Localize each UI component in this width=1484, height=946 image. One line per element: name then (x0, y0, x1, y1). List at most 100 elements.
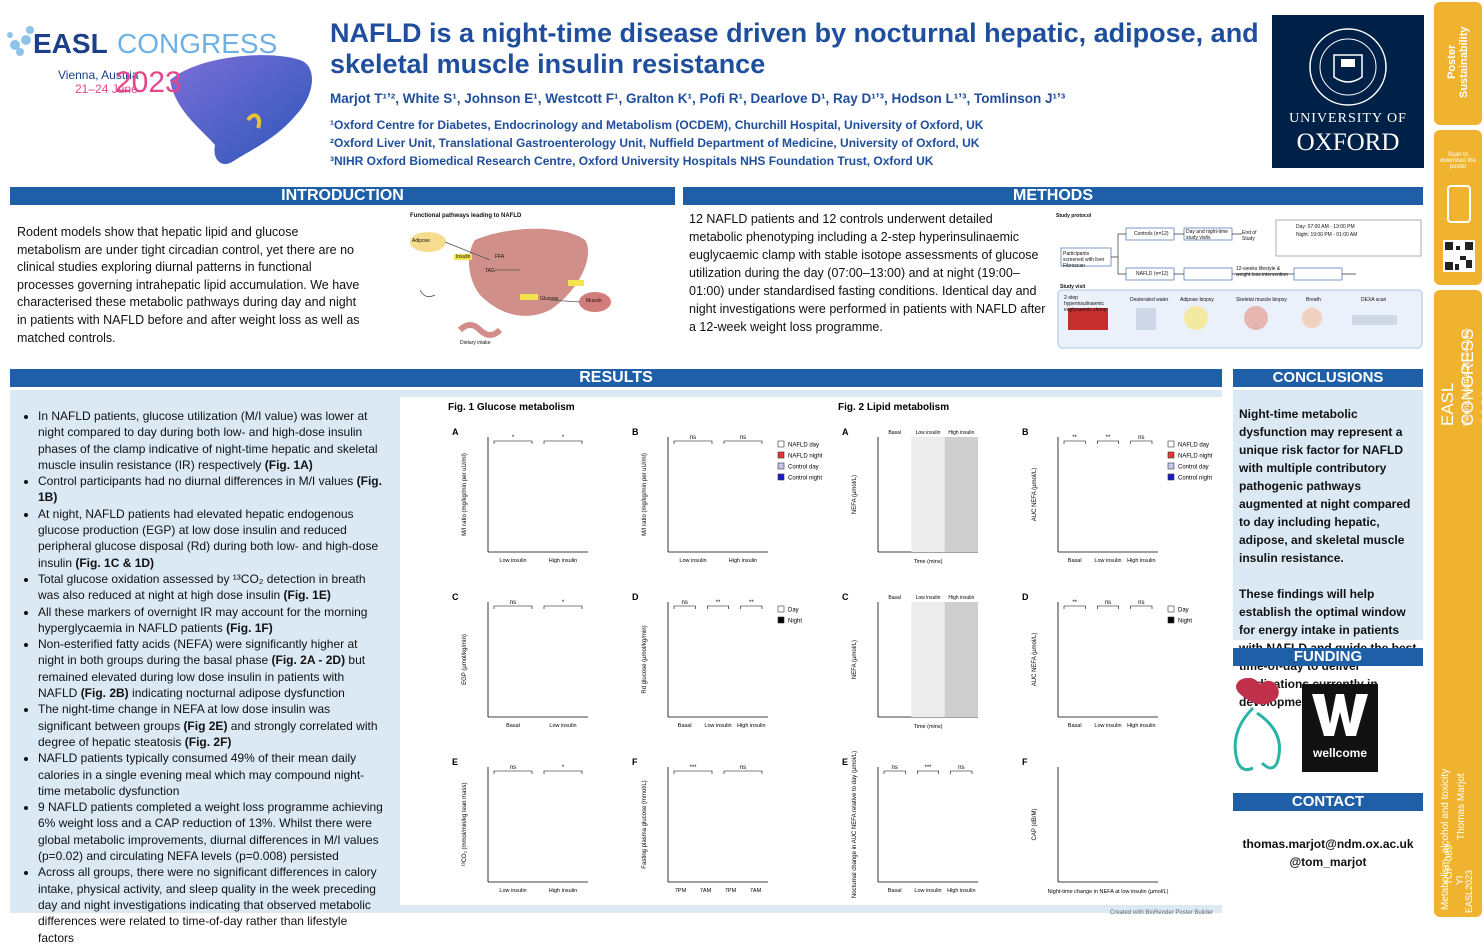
diagram-label: 2-step hyperinsulinaemic euglycaemic cla… (1064, 295, 1107, 313)
conclusions-box (1233, 390, 1423, 640)
panel-letter: A (842, 427, 849, 437)
x-axis-title: Time (mins) (914, 724, 943, 730)
bullet: Non-esterified fatty acids (NEFA) were s… (38, 636, 384, 701)
sig-bracket (1097, 605, 1119, 609)
bullet-text: In NAFLD patients, glucose utilization (… (38, 409, 378, 472)
sig-bracket (1130, 440, 1153, 444)
paragraph: Night-time metabolic dysfunction may rep… (1239, 407, 1411, 565)
phase-band (911, 602, 945, 717)
x-axis-title: Night-time change in NEFA at low insulin… (1048, 889, 1169, 895)
sig-label: ns (891, 765, 897, 771)
legend-swatch (1167, 605, 1175, 613)
diagram-label: End of Study (1242, 230, 1257, 242)
title: NAFLD is a night-time disease driven by … (330, 18, 1259, 79)
wellcome-text: wellcome (1312, 746, 1368, 760)
y-axis-label: M/I ratio (mg/kg/min per uU/ml) (642, 453, 648, 536)
bullet-text: Control participants had no diurnal diff… (38, 474, 357, 489)
x-axis-title: Time (mins) (914, 559, 943, 565)
bullet-list: In NAFLD patients, glucose utilization (… (22, 408, 384, 946)
x-tick-label: High insulin (1127, 723, 1155, 729)
legend-label: Control night (1178, 476, 1212, 482)
x-tick-label: Low insulin (499, 558, 526, 564)
x-tick-label: Low insulin (549, 723, 576, 729)
diagram-label: Adipose (412, 238, 431, 244)
sustainability: Poster Sustainability (1446, 26, 1470, 98)
x-tick-label: Low insulin (1094, 723, 1121, 729)
y-axis-label: AUC NEFA (µmol/L) (1032, 633, 1038, 686)
intro-diagram: Functional pathways leading to NAFLD Adi… (400, 210, 615, 360)
bullet: Total glucose oxidation assessed by ¹³CO… (38, 571, 384, 604)
bullet: Across all groups, there were no signifi… (38, 864, 384, 945)
sig-bracket (883, 770, 906, 774)
sig-label: ns (690, 435, 696, 441)
panel-letter: E (452, 757, 458, 767)
y-axis-label: NEFA (µmol/L) (852, 640, 858, 679)
phase-label: Basal (888, 595, 901, 601)
credit: Created with BioRender Poster Builder (1110, 910, 1214, 916)
section-heading: CONCLUSIONS (1233, 369, 1423, 387)
sig-bracket (493, 605, 533, 609)
x-tick-label: High insulin (549, 888, 577, 894)
bullet-text: (Fig 2E) (183, 718, 228, 733)
y-axis-label: EGP (µmol/kg/min) (462, 634, 468, 685)
diagram-label: TAG (485, 268, 495, 274)
legend-swatch (777, 473, 785, 481)
sig-label: * (562, 435, 565, 441)
x-tick-label: Basal (678, 723, 692, 729)
handle: @tom_marjot (1289, 855, 1367, 869)
legend-swatch (777, 451, 785, 459)
sidebar-venue: Vienna, Austria 21–24 June (1462, 328, 1471, 426)
phase-label: Basal (888, 430, 901, 436)
year: 2023 (115, 66, 182, 99)
legend-swatch (1167, 616, 1175, 624)
y-axis-label: Fasting plasma glucose (mmol/L) (642, 780, 648, 868)
legend-label: Control night (788, 476, 822, 482)
sig-label: *** (924, 765, 932, 771)
section-heading: METHODS (683, 187, 1423, 205)
sig-label: ns (1138, 435, 1144, 441)
bullet: The night-time change in NEFA at low dos… (38, 701, 384, 750)
legend-swatch (1167, 473, 1175, 481)
sig-bracket (950, 770, 973, 774)
legend-swatch (777, 462, 785, 470)
diagram-label: Glucose (540, 296, 559, 302)
bullet-text: Across all groups, there were no signifi… (38, 865, 377, 945)
sig-label: ** (1106, 435, 1111, 441)
phase-band (944, 602, 978, 717)
bullet-text: Total glucose oxidation assessed by ¹³CO… (38, 571, 366, 603)
y-axis-label: Nocturnal change in AUC NEFA relative to… (852, 751, 858, 898)
legend-label: Control day (1178, 465, 1209, 471)
y-axis-label: NEFA (µmol/L) (852, 475, 858, 514)
legend-label: Night (1178, 619, 1192, 625)
x-tick-label: Low insulin (1094, 558, 1121, 564)
oxford-logo: UNIVERSITY OF OXFORD (1272, 15, 1424, 168)
intro-text: Rodent models show that hepatic lipid an… (17, 225, 360, 345)
sig-bracket (493, 770, 533, 774)
x-tick-label: High insulin (729, 558, 757, 564)
sig-bracket (673, 770, 713, 774)
phase-label: Low insulin (916, 595, 941, 601)
phase-label: High insulin (948, 430, 974, 436)
diagram-label: Deuterated water (1130, 297, 1169, 303)
logo-hexes (7, 26, 34, 56)
bullet: 9 NAFLD patients completed a weight loss… (38, 799, 384, 864)
sig-bracket (917, 770, 939, 774)
y-axis-label: CAP (dB/M) (1032, 809, 1038, 841)
phase-band (944, 437, 978, 552)
bullet: NAFLD patients typically consumed 49% of… (38, 750, 384, 799)
logo: EASL CONGRESS Vienna, Austria 21–24 June… (0, 0, 320, 180)
scan: Scan to download the poster (1440, 152, 1476, 170)
bullet-text: (Fig. 1B) (38, 474, 382, 505)
panel-letter: D (632, 592, 639, 602)
bullet-text: (Fig. 1C & 1D) (75, 555, 155, 570)
sidebar-tag: EASL2023 (1464, 869, 1474, 913)
location: Vienna, Austria (58, 68, 139, 82)
sig-bracket (673, 440, 713, 444)
methods-diagram: Study protocol Participants screened wit… (1056, 210, 1424, 350)
sig-bracket (543, 605, 583, 609)
qr (1443, 185, 1475, 272)
x-tick-label: Low insulin (914, 888, 941, 894)
diagram-label: Breath (1306, 297, 1321, 303)
sig-bracket (740, 605, 763, 609)
legend-swatch (777, 616, 785, 624)
